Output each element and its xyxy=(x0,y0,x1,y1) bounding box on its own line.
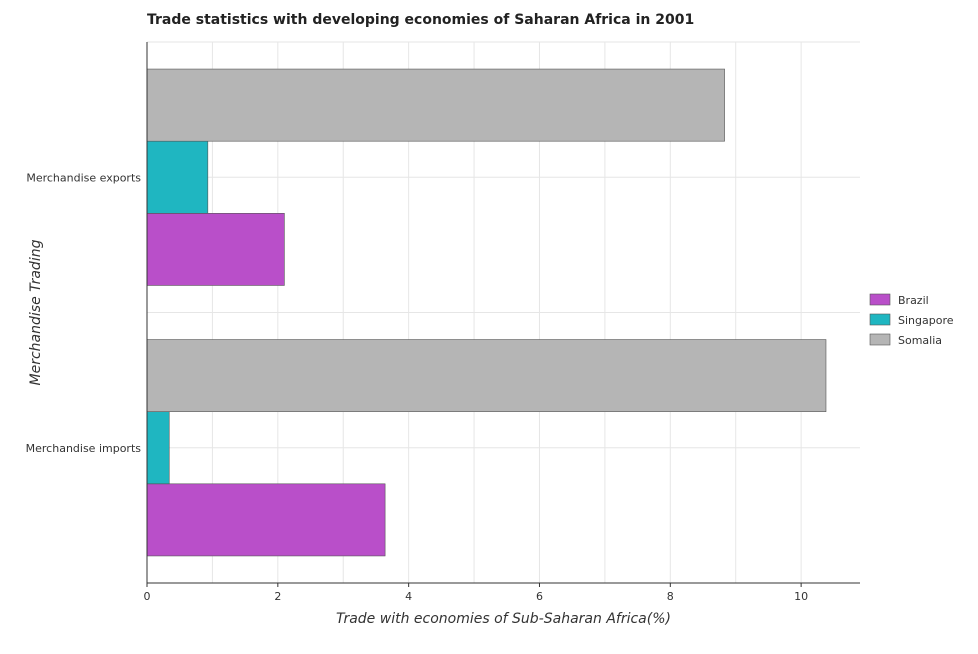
legend-label-brazil: Brazil xyxy=(898,294,929,307)
x-tick-label: 10 xyxy=(794,590,808,603)
legend-label-singapore: Singapore xyxy=(898,314,954,327)
x-tick-label: 4 xyxy=(405,590,412,603)
x-tick-label: 2 xyxy=(274,590,281,603)
bars xyxy=(146,68,827,557)
bar-somalia-merchandise-imports xyxy=(146,339,827,412)
bar-singapore-merchandise-imports xyxy=(146,411,170,485)
bar-singapore-merchandise-exports xyxy=(146,140,209,214)
x-axis-label: Trade with economies of Sub-Saharan Afri… xyxy=(336,611,671,627)
axes xyxy=(146,42,860,587)
x-tick-label: 6 xyxy=(536,590,543,603)
bar-somalia-merchandise-exports xyxy=(146,68,725,142)
y-tick-label: Merchandise imports xyxy=(26,442,142,455)
y-tick-label: Merchandise exports xyxy=(26,171,141,184)
bar-brazil-merchandise-imports xyxy=(146,483,386,557)
bar-brazil-merchandise-exports xyxy=(146,213,285,286)
legend-swatch-somalia xyxy=(869,333,891,346)
legend-swatch-singapore xyxy=(869,313,891,326)
y-axis-label: Merchandise Trading xyxy=(28,239,44,385)
legend-swatch-brazil xyxy=(869,293,891,306)
chart-title: Trade statistics with developing economi… xyxy=(147,12,694,28)
x-tick-label: 8 xyxy=(667,590,674,603)
x-tick-label: 0 xyxy=(144,590,151,603)
legend-label-somalia: Somalia xyxy=(898,334,942,347)
tick-labels: Merchandise exports Merchandise imports 0 2… xyxy=(26,171,808,603)
legend: Brazil Singapore Somalia xyxy=(869,293,954,347)
